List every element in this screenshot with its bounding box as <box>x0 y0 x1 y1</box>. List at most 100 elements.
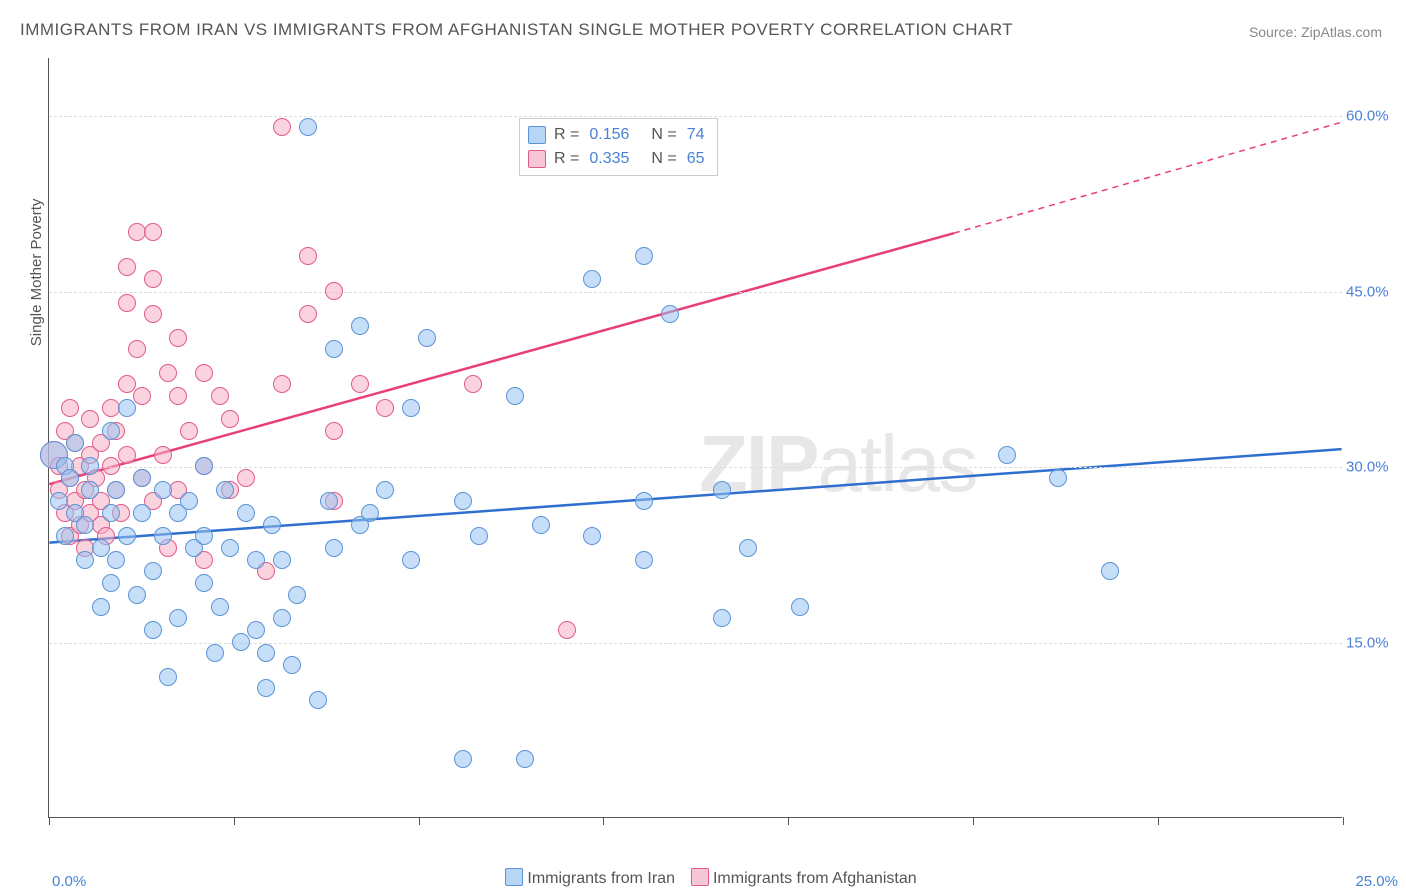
trendline <box>49 449 1341 542</box>
data-point <box>1049 469 1067 487</box>
data-point <box>50 492 68 510</box>
data-point <box>221 539 239 557</box>
n-value: 65 <box>687 147 705 171</box>
legend-row: R =0.335N =65 <box>528 147 707 171</box>
source-attribution: Source: ZipAtlas.com <box>1249 24 1382 40</box>
x-tick <box>419 817 420 825</box>
data-point <box>532 516 550 534</box>
data-point <box>195 457 213 475</box>
data-point <box>635 492 653 510</box>
data-point <box>144 223 162 241</box>
x-tick <box>603 817 604 825</box>
legend-row: R =0.156N =74 <box>528 123 707 147</box>
data-point <box>206 644 224 662</box>
n-value: 74 <box>687 123 705 147</box>
data-point <box>102 504 120 522</box>
gridline <box>49 467 1342 468</box>
data-point <box>216 481 234 499</box>
data-point <box>402 399 420 417</box>
r-label: R = <box>554 123 579 147</box>
data-point <box>237 469 255 487</box>
y-tick-label: 60.0% <box>1346 108 1396 125</box>
data-point <box>791 598 809 616</box>
data-point <box>195 527 213 545</box>
data-point <box>180 422 198 440</box>
data-point <box>1101 562 1119 580</box>
data-point <box>273 609 291 627</box>
y-tick-label: 30.0% <box>1346 459 1396 476</box>
data-point <box>299 305 317 323</box>
data-point <box>232 633 250 651</box>
data-point <box>133 504 151 522</box>
data-point <box>247 621 265 639</box>
data-point <box>107 551 125 569</box>
data-point <box>558 621 576 639</box>
data-point <box>247 551 265 569</box>
r-value: 0.335 <box>589 147 629 171</box>
data-point <box>128 340 146 358</box>
data-point <box>195 574 213 592</box>
data-point <box>376 481 394 499</box>
data-point <box>320 492 338 510</box>
data-point <box>283 656 301 674</box>
data-point <box>107 481 125 499</box>
data-point <box>325 539 343 557</box>
data-point <box>159 668 177 686</box>
data-point <box>516 750 534 768</box>
data-point <box>118 258 136 276</box>
data-point <box>154 481 172 499</box>
data-point <box>154 527 172 545</box>
n-label: N = <box>651 147 676 171</box>
legend-swatch <box>505 868 523 886</box>
data-point <box>583 527 601 545</box>
data-point <box>361 504 379 522</box>
data-point <box>221 410 239 428</box>
data-point <box>454 492 472 510</box>
data-point <box>506 387 524 405</box>
y-tick-label: 45.0% <box>1346 283 1396 300</box>
data-point <box>128 586 146 604</box>
data-point <box>118 294 136 312</box>
data-point <box>661 305 679 323</box>
data-point <box>118 446 136 464</box>
legend-label: Immigrants from Iran <box>527 870 675 887</box>
x-tick <box>234 817 235 825</box>
data-point <box>81 481 99 499</box>
x-tick <box>788 817 789 825</box>
stats-legend: R =0.156N =74R = 0.335 N = 65 <box>519 118 718 176</box>
data-point <box>118 375 136 393</box>
x-tick <box>49 817 50 825</box>
data-point <box>102 457 120 475</box>
data-point <box>464 375 482 393</box>
data-point <box>169 329 187 347</box>
data-point <box>325 282 343 300</box>
data-point <box>257 679 275 697</box>
data-point <box>102 422 120 440</box>
data-point <box>325 340 343 358</box>
data-point <box>211 598 229 616</box>
y-axis-title: Single Mother Poverty <box>28 199 45 347</box>
data-point <box>118 527 136 545</box>
data-point <box>144 305 162 323</box>
trendline <box>954 122 1342 233</box>
data-point <box>169 609 187 627</box>
data-point <box>92 598 110 616</box>
data-point <box>144 562 162 580</box>
data-point <box>169 387 187 405</box>
data-point <box>418 329 436 347</box>
trendline <box>49 233 954 484</box>
data-point <box>102 574 120 592</box>
scatter-plot-area: ZIPatlas R =0.156N =74R =0.335N =65 15.0… <box>48 58 1342 818</box>
data-point <box>470 527 488 545</box>
x-tick <box>1158 817 1159 825</box>
data-point <box>739 539 757 557</box>
data-point <box>81 410 99 428</box>
series-legend: Immigrants from Iran Immigrants from Afgh… <box>0 868 1406 888</box>
legend-swatch <box>528 126 546 144</box>
data-point <box>144 621 162 639</box>
data-point <box>154 446 172 464</box>
data-point <box>144 270 162 288</box>
x-tick <box>973 817 974 825</box>
legend-label: Immigrants from Afghanistan <box>713 870 917 887</box>
y-tick-label: 15.0% <box>1346 634 1396 651</box>
